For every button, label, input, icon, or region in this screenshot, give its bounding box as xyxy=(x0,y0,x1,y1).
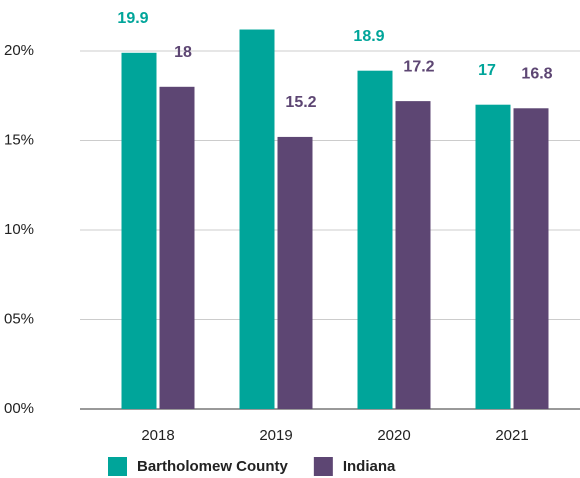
y-tick-label: 20% xyxy=(4,42,34,59)
bar xyxy=(395,101,431,410)
value-label: 21.2 xyxy=(235,0,266,4)
y-tick-label: 00% xyxy=(4,400,34,417)
value-label: 18.9 xyxy=(353,28,384,45)
bar xyxy=(277,136,313,410)
y-tick-label: 10% xyxy=(4,221,34,238)
value-label: 15.2 xyxy=(285,94,316,111)
value-label: 17 xyxy=(478,62,496,79)
legend-label: Bartholomew County xyxy=(137,458,288,475)
legend-swatch xyxy=(313,457,333,476)
y-tick-label: 15% xyxy=(4,131,34,148)
x-tick-label: 2018 xyxy=(141,427,174,444)
y-tick-label: 05% xyxy=(4,310,34,327)
value-label: 19.9 xyxy=(117,10,148,27)
value-label: 17.2 xyxy=(403,58,434,75)
legend-label: Indiana xyxy=(343,458,396,475)
value-label: 18 xyxy=(174,44,192,61)
x-tick-label: 2020 xyxy=(377,427,410,444)
bar xyxy=(121,52,157,409)
x-tick-label: 2019 xyxy=(259,427,292,444)
bar xyxy=(475,104,511,409)
value-label: 16.8 xyxy=(521,65,552,82)
bar xyxy=(239,29,275,410)
bar xyxy=(357,70,393,409)
x-tick-label: 2021 xyxy=(495,427,528,444)
bar xyxy=(513,108,549,409)
legend-swatch xyxy=(108,457,127,476)
bar xyxy=(159,86,195,410)
